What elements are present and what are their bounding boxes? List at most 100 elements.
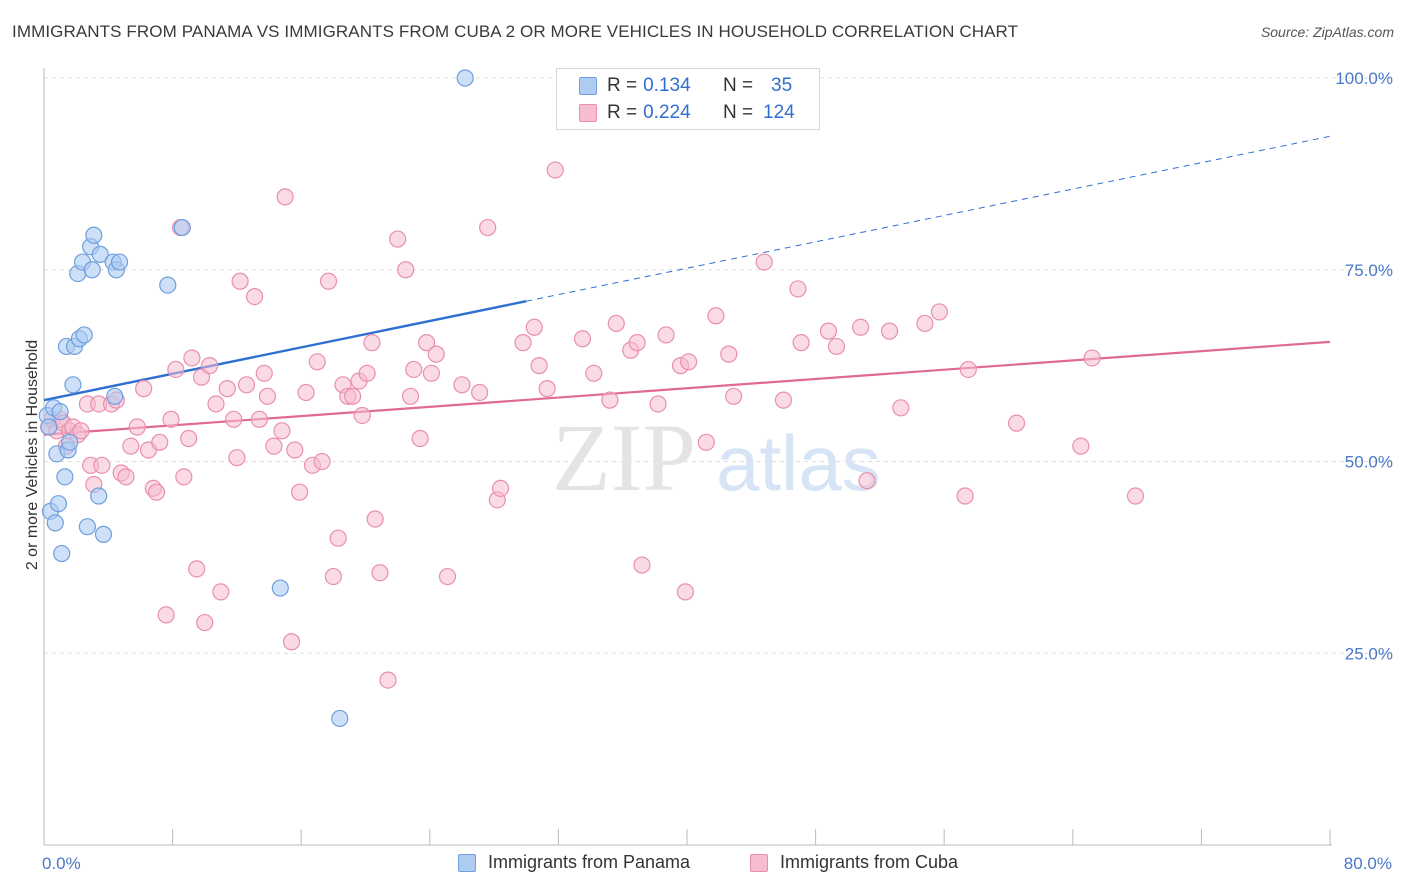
cuba-point <box>607 314 625 333</box>
panama-point <box>83 261 101 279</box>
cuba-point <box>720 345 738 363</box>
panama-point <box>75 326 93 344</box>
cuba-point <box>514 334 532 352</box>
cuba-point <box>313 452 331 471</box>
cuba-point <box>228 449 246 467</box>
cuba-point <box>188 560 206 578</box>
panama-point <box>78 518 97 536</box>
cuba-point <box>255 364 273 382</box>
cuba-point <box>157 606 175 624</box>
cuba-point <box>417 334 436 352</box>
cuba-point <box>819 322 838 340</box>
cuba-point <box>530 357 548 375</box>
cuba-point <box>397 261 415 279</box>
cuba-point <box>1007 414 1026 432</box>
panama-point <box>51 403 69 421</box>
cuba-point <box>162 410 180 428</box>
cuba-point <box>72 422 90 440</box>
cuba-point <box>657 326 675 344</box>
cuba-point <box>180 429 198 448</box>
bottom-legend-panama-label: Immigrants from Panama <box>488 852 691 872</box>
panama-point <box>94 525 113 543</box>
legend-r-label: R = <box>607 102 638 123</box>
y-tick-label: 75.0% <box>1345 261 1393 280</box>
cuba-point <box>707 307 725 325</box>
cuba-point <box>930 303 948 321</box>
cuba-point <box>649 395 667 413</box>
panama-point <box>331 709 349 728</box>
cuba-point <box>546 161 564 179</box>
bottom-legend-cuba-label: Immigrants from Cuba <box>780 852 959 872</box>
cuba-point <box>167 360 185 379</box>
panama-point <box>40 418 58 436</box>
panama-point <box>173 218 191 237</box>
cuba-point <box>353 406 371 425</box>
cuba-point <box>959 360 977 379</box>
cuba-point <box>237 376 256 394</box>
panama-trend-line <box>43 300 527 402</box>
cuba-swatch <box>579 104 597 122</box>
cuba-point <box>329 529 347 547</box>
cuba-point <box>479 218 497 237</box>
bottom-legend-panama: Immigrants from Panama <box>458 852 690 873</box>
legend-r-label: R = <box>607 75 638 96</box>
cuba-point <box>319 272 338 290</box>
cuba-point <box>405 360 423 379</box>
cuba-point <box>852 318 870 336</box>
cuba-point <box>231 272 249 290</box>
cuba-point <box>1126 487 1145 505</box>
cuba-point <box>258 387 277 405</box>
cuba-point <box>880 322 899 340</box>
panama-n-value: 35 <box>771 75 793 96</box>
cuba-point <box>147 483 166 501</box>
cuba-point <box>601 391 619 409</box>
cuba-n-value: 124 <box>763 102 795 123</box>
cuba-point <box>324 567 342 586</box>
cuba-point <box>774 391 793 409</box>
panama-point <box>110 253 129 271</box>
panama-swatch <box>458 853 476 872</box>
cuba-point <box>93 456 111 474</box>
legend-n-label: N = <box>723 102 754 123</box>
cuba-point <box>151 433 169 451</box>
cuba-point <box>135 380 153 398</box>
legend-row-cuba: R = 0.224 N = 124 <box>579 102 795 124</box>
watermark-zip: ZIP <box>552 404 696 511</box>
cuba-point <box>245 287 264 306</box>
cuba-point <box>250 410 269 428</box>
panama-point <box>46 514 64 532</box>
panama-point <box>106 387 124 405</box>
cuba-point <box>308 353 326 371</box>
panama-point <box>49 495 68 513</box>
cuba-point <box>379 671 397 689</box>
cuba-point <box>573 330 592 348</box>
cuba-point <box>755 253 773 271</box>
cuba-point <box>175 468 193 486</box>
cuba-point <box>183 349 201 367</box>
cuba-swatch <box>750 853 768 872</box>
cuba-point <box>633 556 651 574</box>
cuba-point <box>276 188 294 206</box>
cuba-point <box>680 353 698 371</box>
cuba-point <box>453 376 471 394</box>
cuba-point <box>401 387 420 405</box>
y-tick-label: 50.0% <box>1345 453 1393 472</box>
cuba-point <box>371 564 389 582</box>
cuba-point <box>697 433 715 451</box>
cuba-point <box>290 483 309 501</box>
panama-point <box>90 487 108 505</box>
cuba-point <box>471 383 489 402</box>
watermark-atlas: atlas <box>716 419 881 507</box>
cuba-point <box>956 487 974 505</box>
panama-point <box>53 544 71 563</box>
cuba-point <box>491 479 510 497</box>
cuba-point <box>286 441 304 459</box>
cuba-point <box>427 345 445 363</box>
cuba-point <box>363 334 381 352</box>
cuba-point <box>1072 437 1090 455</box>
panama-point <box>456 69 474 87</box>
panama-swatch <box>579 77 597 95</box>
legend-row-panama: R = 0.134 N = 35 <box>579 75 792 97</box>
panama-point <box>85 226 103 244</box>
